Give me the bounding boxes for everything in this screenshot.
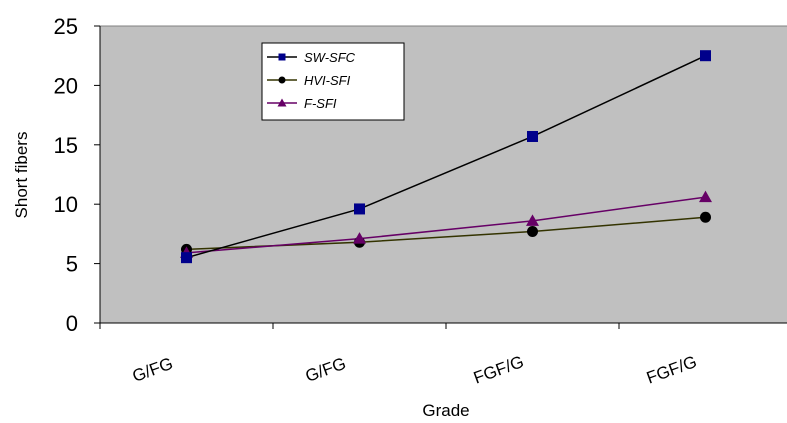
legend-square-icon (278, 53, 286, 61)
legend-circle-icon (278, 76, 286, 84)
x-axis-title: Grade (422, 401, 469, 420)
y-tick-label: 15 (54, 133, 78, 158)
y-tick-label: 10 (54, 192, 78, 217)
x-axis: G/FG G/FG FGF/G FGF/G (99, 322, 787, 388)
data-point-triangle (699, 190, 712, 203)
series-line-sw-sfc (186, 55, 706, 259)
y-tick-label: 5 (66, 252, 78, 277)
legend-label: F-SFI (304, 96, 337, 111)
x-category-label: G/FG (303, 354, 349, 386)
data-point-square (527, 130, 538, 142)
x-category-label: G/FG (130, 354, 176, 386)
legend-label: HVI-SFI (304, 73, 351, 88)
legend-label: SW-SFC (304, 50, 356, 65)
series-layer (180, 50, 712, 264)
data-point-triangle (353, 232, 366, 244)
legend: SW-SFC HVI-SFI F-SFI (261, 42, 405, 121)
y-tick-label: 0 (66, 311, 78, 336)
data-point-triangle (526, 214, 539, 226)
y-axis: 0 5 10 15 20 25 (54, 14, 101, 336)
y-axis-title: Short fibers (12, 132, 31, 219)
x-category-label: FGF/G (471, 352, 526, 388)
series-line-f-sfi (186, 196, 706, 254)
data-point-circle (700, 211, 711, 223)
y-tick-label: 25 (54, 14, 78, 39)
data-point-square (181, 252, 192, 264)
legend-box (261, 42, 405, 121)
data-point-square (700, 50, 711, 62)
data-point-square (354, 203, 365, 215)
x-category-label: FGF/G (644, 352, 699, 388)
y-tick-label: 20 (54, 73, 78, 98)
data-point-circle (527, 226, 538, 238)
legend-triangle-icon (277, 98, 287, 107)
